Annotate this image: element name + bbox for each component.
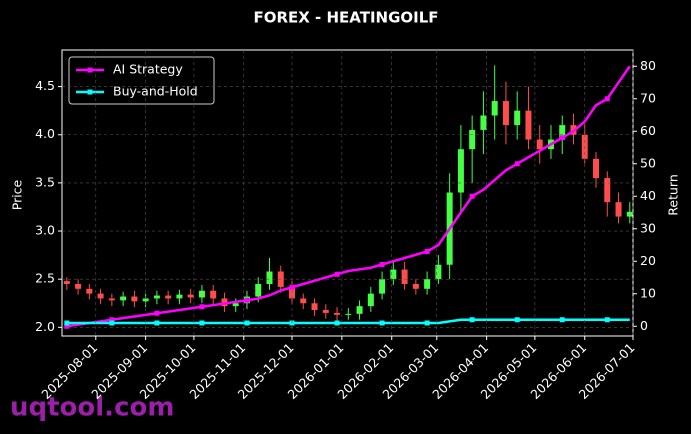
y-tick-label: 2.0 <box>35 319 55 334</box>
candle-body <box>401 269 408 284</box>
candle-body <box>322 310 329 313</box>
y-tick-label: 2.5 <box>35 271 55 286</box>
legend-box <box>68 56 215 105</box>
candle-body <box>525 110 532 140</box>
candle-body <box>153 295 160 299</box>
candle-body <box>356 306 363 314</box>
series-marker <box>514 161 520 167</box>
series-marker <box>469 317 475 323</box>
y2-tick-label: 50 <box>640 155 656 170</box>
y2-axis-label: Return <box>666 174 681 215</box>
series-marker <box>424 249 430 254</box>
series-marker <box>199 320 205 326</box>
candle-body <box>266 271 273 284</box>
series-marker <box>109 317 115 323</box>
y2-tick-label: 40 <box>640 188 656 203</box>
candle-body <box>255 284 262 297</box>
series-marker <box>64 323 70 329</box>
candle-body <box>457 149 464 193</box>
series-marker <box>379 262 385 267</box>
series-marker <box>469 193 475 199</box>
legend-label: AI Strategy <box>113 62 183 77</box>
series-marker <box>64 320 70 326</box>
series-line <box>66 318 630 325</box>
candle-body <box>142 298 149 302</box>
candle-body <box>187 294 194 298</box>
legend-marker <box>87 89 93 95</box>
candle-body <box>311 303 318 310</box>
candle-body <box>559 125 566 140</box>
y2-tick-label: 60 <box>640 123 656 138</box>
candle-body <box>300 298 307 304</box>
candle-body <box>63 281 70 284</box>
y2-tick-label: 70 <box>640 90 656 105</box>
candle-body <box>604 178 611 203</box>
y-axis-label: Price <box>10 179 25 210</box>
y-tick-label: 3.0 <box>35 223 55 238</box>
y-tick-label: 3.5 <box>35 174 55 189</box>
series-marker <box>334 271 340 277</box>
series-marker <box>334 320 340 326</box>
candle-body <box>165 295 172 299</box>
candle-body <box>615 202 622 217</box>
y-tick-label: 4.5 <box>35 78 55 93</box>
series-marker <box>289 284 295 290</box>
candle-body <box>108 298 115 301</box>
candle-body <box>390 269 397 280</box>
candle-body <box>412 284 419 289</box>
series-marker <box>199 304 205 310</box>
series-marker <box>154 320 160 326</box>
legend: AI Strategy Buy-and-Hold <box>68 56 215 105</box>
y2-tick-label: 80 <box>640 58 656 73</box>
plot-area <box>63 65 633 329</box>
series-marker <box>514 317 520 323</box>
legend-marker <box>87 67 93 73</box>
y2-tick-label: 10 <box>640 285 656 300</box>
candle-body <box>491 101 498 116</box>
candle-body <box>536 139 543 150</box>
y2-tick-label: 0 <box>640 318 648 333</box>
candle-body <box>502 101 509 126</box>
y2-tick-label: 30 <box>640 220 656 235</box>
series-marker <box>604 96 610 102</box>
series-marker <box>244 320 250 326</box>
candle-body <box>480 115 487 130</box>
series-marker <box>424 320 430 326</box>
candle-body <box>469 129 476 150</box>
candle-body <box>345 313 352 315</box>
legend-label: Buy-and-Hold <box>113 84 198 99</box>
series-line <box>66 65 631 328</box>
candle-body <box>593 158 600 179</box>
chart-title: FOREX - HEATINGOILF <box>253 9 438 27</box>
candle-body <box>97 293 104 299</box>
candle-body <box>86 288 93 294</box>
series-marker <box>109 320 115 326</box>
y-tick-label: 4.0 <box>35 126 55 141</box>
watermark: uqtool.com <box>10 393 174 423</box>
series-marker <box>154 310 160 316</box>
candle-body <box>424 279 431 289</box>
series-marker <box>559 317 565 323</box>
candle-body <box>334 312 341 315</box>
candle-body <box>626 211 633 217</box>
candle-body <box>367 293 374 307</box>
candle-body <box>75 284 82 289</box>
candle-body <box>120 296 127 301</box>
candle-body <box>176 294 183 299</box>
candle-body <box>210 290 217 299</box>
series-marker <box>379 320 385 326</box>
series-marker <box>244 297 250 303</box>
plot-frame <box>61 49 634 337</box>
candle-body <box>131 296 138 302</box>
y2-tick-label: 20 <box>640 253 656 268</box>
candle-body <box>198 290 205 298</box>
candle-body <box>514 110 521 126</box>
candle-body <box>435 264 442 280</box>
series-marker <box>559 135 565 141</box>
series-marker <box>604 317 610 323</box>
candle-body <box>232 303 239 307</box>
candle-body <box>379 279 386 294</box>
